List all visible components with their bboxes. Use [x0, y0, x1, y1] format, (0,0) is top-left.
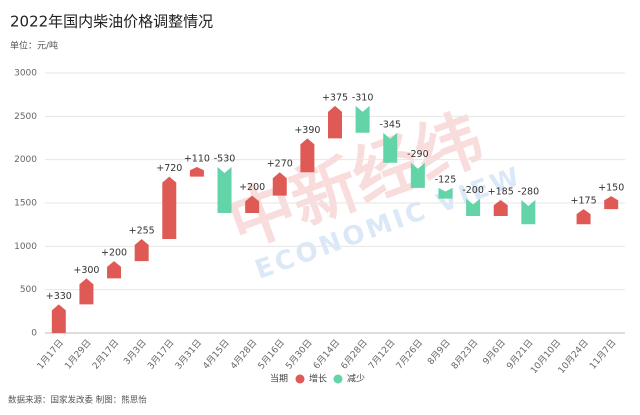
- value-label: +330: [46, 291, 72, 302]
- value-label: -310: [352, 92, 374, 103]
- bar-increase: [79, 278, 94, 305]
- x-tick-label: 7月12日: [366, 337, 397, 371]
- x-tick-label: 6月28日: [339, 337, 370, 371]
- value-label: +185: [488, 186, 514, 197]
- bar-increase: [51, 304, 66, 333]
- legend-label: 增长: [309, 373, 327, 385]
- value-label: +300: [73, 265, 99, 276]
- x-tick-label: 1月29日: [63, 337, 94, 371]
- bar-increase: [107, 261, 122, 279]
- bar-increase: [576, 209, 591, 225]
- legend-label: 减少: [347, 373, 365, 385]
- x-tick-label: 7月26日: [394, 337, 425, 371]
- y-tick-label: 3000: [14, 69, 37, 79]
- x-tick-label: 9月6日: [481, 337, 508, 367]
- legend-swatch: [333, 374, 343, 384]
- value-label: +255: [129, 225, 155, 236]
- bar-decrease: [410, 162, 425, 188]
- bar-increase: [272, 172, 287, 196]
- x-tick-label: 8月9日: [425, 337, 452, 367]
- value-label: -290: [407, 149, 429, 160]
- y-tick-label: 1000: [14, 242, 37, 252]
- x-tick-label: 5月16日: [256, 337, 287, 371]
- value-label: +175: [571, 196, 597, 207]
- bar-decrease: [521, 199, 536, 225]
- bar-decrease: [355, 105, 370, 133]
- source: 数据来源：国家发改委 制图：熊思怡: [8, 395, 147, 406]
- x-tick-label: 11月7日: [587, 337, 618, 371]
- value-label: +375: [322, 92, 348, 103]
- bar-increase: [604, 196, 619, 210]
- value-label: +390: [294, 125, 320, 136]
- bar-increase: [300, 138, 315, 173]
- y-tick-label: 2000: [14, 155, 37, 165]
- x-tick-label: 3月31日: [173, 337, 204, 371]
- value-label: +200: [239, 182, 265, 193]
- subtitle: 单位：元/吨: [10, 40, 58, 52]
- value-label: -280: [518, 186, 540, 197]
- bar-decrease: [383, 132, 398, 163]
- y-tick-label: 1500: [14, 199, 37, 209]
- bar-increase: [134, 238, 149, 262]
- bar-increase: [328, 105, 342, 139]
- x-tick-label: 6月14日: [311, 337, 342, 371]
- x-tick-label: 4月15日: [201, 337, 232, 371]
- x-tick-label: 1月17日: [35, 337, 66, 371]
- value-label: -530: [214, 154, 236, 165]
- value-label: +200: [101, 248, 127, 259]
- bar-increase: [162, 176, 177, 239]
- x-tick-label: 5月30日: [284, 337, 315, 371]
- value-label: +720: [156, 163, 182, 174]
- legend-swatch: [295, 374, 305, 384]
- x-tick-label: 3月17日: [145, 337, 176, 371]
- x-tick-label: 3月3日: [122, 337, 149, 367]
- value-label: +110: [184, 154, 210, 165]
- bar-increase: [493, 199, 508, 216]
- value-label: -345: [379, 119, 401, 130]
- value-label: -200: [462, 185, 484, 196]
- bar-decrease: [438, 187, 453, 199]
- chart-title: 2022年国内柴油价格调整情况: [10, 13, 213, 31]
- y-tick-label: 0: [31, 329, 37, 339]
- y-tick-label: 2500: [14, 112, 37, 122]
- bar-decrease: [217, 167, 232, 213]
- value-label: +270: [267, 159, 293, 170]
- x-tick-label: 4月28日: [228, 337, 259, 371]
- x-tick-label: 2月17日: [90, 337, 121, 371]
- bar-increase: [245, 195, 260, 213]
- value-label: +150: [598, 183, 624, 194]
- x-tick-label: 8月23日: [449, 337, 480, 371]
- y-tick-label: 500: [20, 285, 37, 295]
- value-label: -125: [435, 174, 457, 185]
- bar-increase: [189, 167, 204, 177]
- bar-decrease: [466, 198, 481, 216]
- legend-title: 当期: [270, 373, 288, 385]
